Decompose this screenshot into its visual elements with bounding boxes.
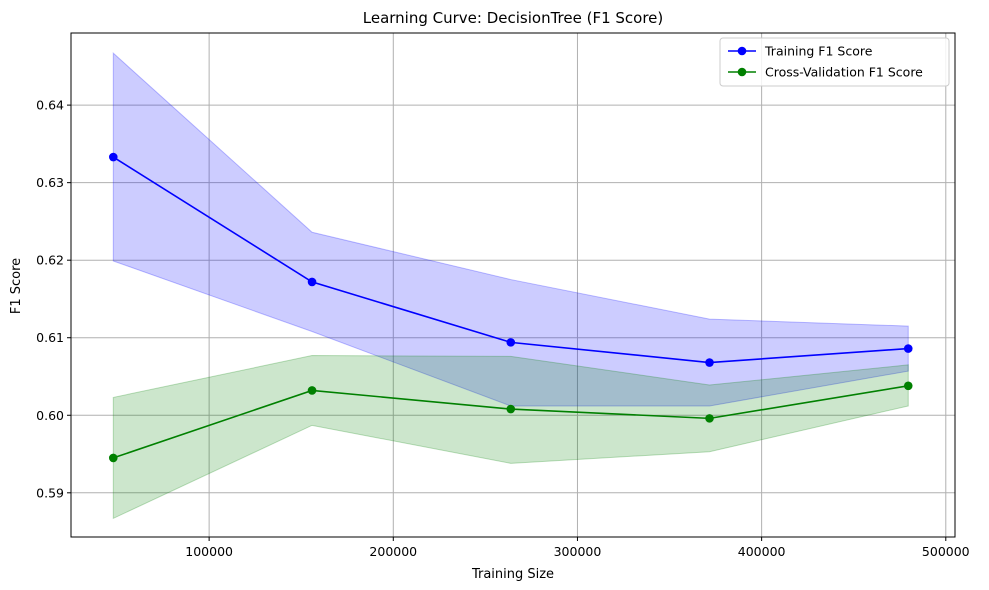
y-axis-label: F1 Score <box>9 258 24 314</box>
plot-frame <box>70 32 956 538</box>
series-points <box>108 152 913 463</box>
confidence-bands <box>112 52 909 520</box>
x-axis-label: Training Size <box>471 567 554 582</box>
y-tick-label: 0.59 <box>36 485 64 500</box>
x-tick-label: 200000 <box>369 544 417 559</box>
y-tick-label: 0.62 <box>36 253 64 268</box>
data-point <box>506 404 516 414</box>
x-tick-label: 300000 <box>554 544 602 559</box>
y-axis-ticks: 0.59 0.60 0.61 0.62 0.63 0.64 <box>36 98 71 500</box>
legend-box <box>719 37 950 87</box>
chart-title: Learning Curve: DecisionTree (F1 Score) <box>363 9 664 27</box>
data-point <box>506 338 516 347</box>
confidence-band-1 <box>112 355 909 520</box>
legend-marker-0 <box>737 46 747 56</box>
data-point <box>108 152 118 162</box>
y-tick-label: 0.61 <box>36 330 64 345</box>
y-tick-label: 0.64 <box>36 98 64 113</box>
data-point <box>903 381 913 391</box>
confidence-band-0 <box>112 52 909 407</box>
x-axis-ticks: 100000 200000 300000 400000 500000 <box>185 537 970 559</box>
data-point <box>108 453 118 463</box>
data-point <box>903 344 913 353</box>
grid-lines <box>71 33 955 537</box>
y-tick-label: 0.63 <box>36 175 64 190</box>
legend-marker-1 <box>737 67 747 77</box>
data-point <box>705 414 714 423</box>
data-point <box>307 386 317 395</box>
data-point <box>705 358 714 367</box>
data-point <box>307 277 317 287</box>
x-tick-label: 500000 <box>922 544 970 559</box>
x-tick-label: 100000 <box>185 544 233 559</box>
legend-label-0: Training F1 Score <box>764 44 873 59</box>
legend-label-1: Cross-Validation F1 Score <box>765 65 923 80</box>
y-tick-label: 0.60 <box>36 408 64 423</box>
x-tick-label: 400000 <box>738 544 786 559</box>
legend: Training F1 Score Cross-Validation F1 Sco… <box>719 37 950 87</box>
